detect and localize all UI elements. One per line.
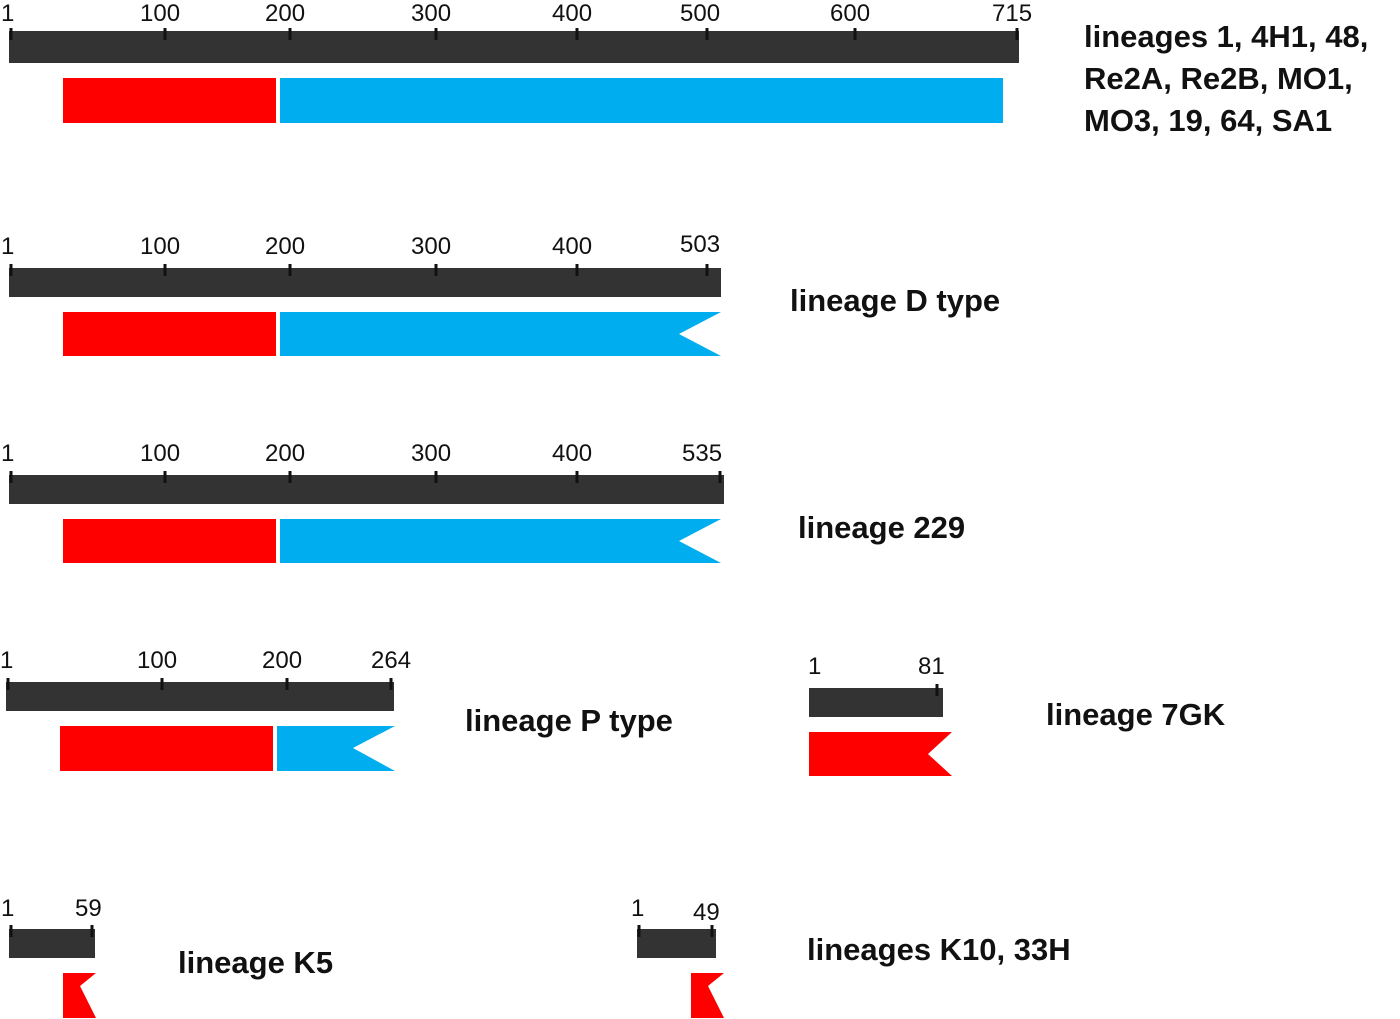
red-domain-truncated [63,973,96,1018]
blue-domain-truncated [280,519,721,563]
protein-bar [9,31,1019,63]
lineage-label: lineage P type [465,703,673,738]
lineage-label: lineage K5 [178,945,333,980]
protein-lineages-1: 1 100 200 300 400 500 600 715 lineages 1… [1,0,1368,138]
red-domain-truncated [691,973,724,1018]
tick-label: 200 [265,440,305,467]
tick-label: 200 [265,0,305,27]
tick-label: 200 [262,647,302,674]
protein-lineage-p: 1 100 200 264 lineage P type [0,647,673,771]
protein-lineages-k10: 1 49 lineages K10, 33H [631,895,1071,1018]
blue-domain-truncated [277,726,395,771]
tick-label: 100 [137,647,177,674]
tick-label: 49 [693,899,720,926]
tick-label: 200 [265,233,305,260]
tick-label: 59 [75,895,102,922]
tick-label: 100 [140,233,180,260]
lineage-label: lineages 1, 4H1, 48, [1084,19,1368,54]
protein-bar [9,268,721,297]
blue-domain-truncated [280,312,721,356]
tick-label: 264 [371,647,411,674]
protein-bar [9,929,95,958]
tick-marks [9,925,94,937]
protein-bar [6,682,394,711]
tick-label: 1 [1,233,14,260]
tick-label: 1 [1,440,14,467]
red-domain [63,312,276,356]
red-domain-truncated [809,732,952,776]
tick-label: 400 [552,0,592,27]
tick-label: 1 [1,0,14,27]
tick-label: 400 [552,440,592,467]
tick-label: 400 [552,233,592,260]
tick-label: 715 [992,0,1032,27]
tick-label: 1 [808,653,821,680]
tick-label: 600 [830,0,870,27]
tick-label: 535 [682,440,722,467]
lineage-label: Re2A, Re2B, MO1, [1084,61,1353,96]
tick-label: 100 [140,440,180,467]
red-domain [63,519,276,563]
tick-label: 300 [411,0,451,27]
lineage-label: lineage 229 [798,510,965,545]
protein-lineage-7gk: 1 81 lineage 7GK [808,653,1226,776]
red-domain [63,78,276,123]
tick-label: 500 [680,0,720,27]
tick-label: 1 [631,895,644,922]
tick-label: 100 [140,0,180,27]
tick-marks [9,264,709,276]
protein-lineage-d: 1 100 200 300 400 503 lineage D type [1,231,1000,356]
tick-label: 300 [411,233,451,260]
blue-domain [280,78,1003,123]
tick-label: 1 [0,647,13,674]
lineage-label: lineages K10, 33H [807,932,1071,967]
tick-marks [6,678,393,690]
lineage-label: lineage D type [790,283,1000,318]
tick-label: 1 [1,895,14,922]
protein-bar [9,475,724,504]
tick-marks [9,471,722,483]
tick-marks [637,925,714,937]
protein-bar [809,688,943,717]
lineage-label: MO3, 19, 64, SA1 [1084,103,1332,138]
tick-marks [9,28,1019,40]
tick-label: 300 [411,440,451,467]
tick-label: 503 [680,231,720,258]
protein-bar [637,929,716,958]
tick-label: 81 [918,653,945,680]
red-domain [60,726,273,771]
protein-lineage-k5: 1 59 lineage K5 [1,895,333,1018]
protein-lineage-229: 1 100 200 300 400 535 lineage 229 [1,440,965,563]
lineage-label: lineage 7GK [1046,697,1226,732]
